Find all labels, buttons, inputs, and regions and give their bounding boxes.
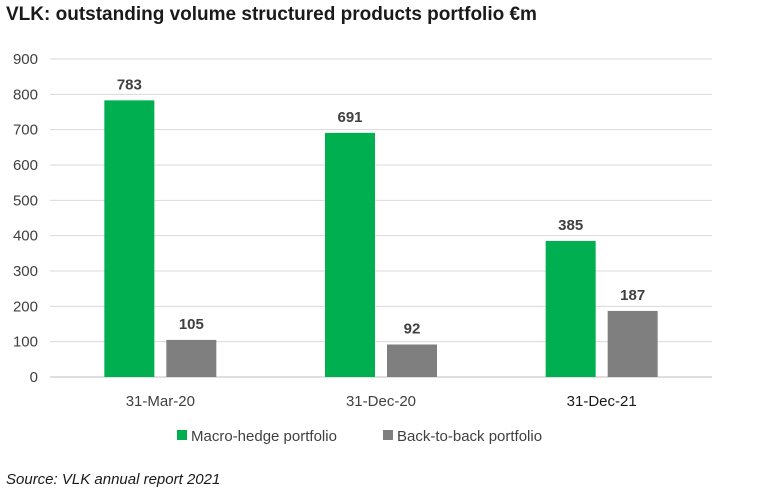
- legend-swatch: [177, 430, 187, 440]
- chart-title: VLK: outstanding volume structured produ…: [6, 4, 537, 25]
- x-axis-ticks: 31-Mar-20 31-Dec-20 31-Dec-21: [126, 393, 637, 410]
- data-label: 105: [179, 316, 204, 333]
- legend: Macro-hedge portfolio Back-to-back portfo…: [177, 428, 542, 445]
- y-tick-label: 600: [13, 157, 38, 174]
- bar-back-to-back: [166, 339, 217, 377]
- legend-label: Macro-hedge portfolio: [191, 428, 337, 445]
- x-tick-label: 31-Dec-20: [346, 393, 416, 410]
- data-label: 187: [620, 287, 645, 304]
- y-tick-label: 900: [13, 51, 38, 68]
- legend-swatch: [383, 430, 393, 440]
- legend-label: Back-to-back portfolio: [397, 428, 542, 445]
- y-axis-ticks: 0 100 200 300 400 500 600 700 800 900: [13, 51, 38, 386]
- y-tick-label: 400: [13, 228, 38, 245]
- data-label: 691: [337, 109, 362, 126]
- bar-macro-hedge: [325, 132, 375, 377]
- x-tick-label: 31-Mar-20: [126, 393, 195, 410]
- y-tick-label: 200: [13, 298, 38, 315]
- y-tick-label: 800: [13, 86, 38, 103]
- data-labels: 783 105 691 92 385 187: [117, 76, 645, 337]
- bars: [104, 100, 658, 377]
- data-label: 385: [558, 217, 583, 234]
- x-tick-label: 31-Dec-21: [567, 393, 637, 410]
- bar-macro-hedge: [545, 240, 596, 377]
- bar-macro-hedge: [104, 100, 155, 377]
- y-tick-label: 100: [13, 334, 38, 351]
- gridlines: [50, 58, 712, 378]
- y-tick-label: 500: [13, 192, 38, 209]
- data-label: 92: [404, 320, 421, 337]
- bar-back-to-back: [607, 310, 658, 377]
- data-label: 783: [117, 76, 142, 93]
- source-note: Source: VLK annual report 2021: [6, 471, 221, 488]
- y-tick-label: 700: [13, 122, 38, 139]
- y-tick-label: 300: [13, 263, 38, 280]
- bar-back-to-back: [387, 344, 437, 377]
- y-tick-label: 0: [30, 369, 38, 386]
